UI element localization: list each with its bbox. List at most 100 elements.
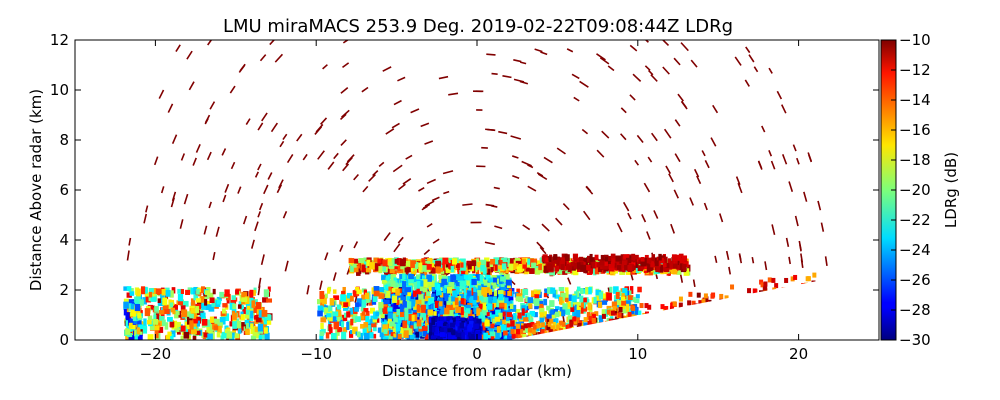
ldr-mark (419, 286, 424, 292)
ldr-mark (369, 332, 374, 339)
ldr-mark (270, 122, 279, 133)
ldr-mark (620, 133, 627, 141)
ldr-mark (768, 150, 773, 157)
ldr-mark (442, 288, 447, 294)
ldr-mark (490, 333, 495, 340)
ldr-mark (689, 197, 694, 206)
ldr-mark (136, 307, 141, 316)
ldr-mark (416, 304, 421, 312)
ldr-mark (536, 241, 545, 250)
ldr-mark (138, 299, 144, 306)
ldr-mark (352, 263, 357, 268)
ldr-mark (410, 267, 417, 275)
ldr-mark (346, 154, 355, 163)
ldr-mark (221, 148, 227, 156)
ldr-mark (792, 144, 797, 152)
ldr-mark (793, 274, 798, 280)
ldr-mark (362, 328, 367, 336)
ldr-mark (382, 289, 387, 295)
ldr-mark (460, 298, 465, 305)
ldr-mark (421, 326, 428, 331)
ldr-mark (363, 289, 367, 295)
ldr-mark (509, 320, 515, 327)
ldr-mark (438, 75, 449, 80)
ldr-mark (807, 152, 813, 162)
ldr-mark (457, 295, 461, 301)
ldr-mark (437, 320, 443, 327)
ldr-mark (525, 303, 530, 311)
ldr-mark (175, 310, 180, 316)
ldr-mark (461, 268, 466, 276)
ldr-mark (296, 133, 303, 142)
ldr-mark (509, 258, 514, 264)
ldr-mark (549, 318, 554, 324)
ldr-mark (527, 297, 534, 304)
ldr-mark (683, 268, 690, 276)
ldr-mark (606, 292, 612, 301)
ldr-mark (564, 254, 570, 262)
ldr-mark (662, 259, 667, 268)
ldr-mark (484, 241, 495, 246)
ldr-mark (679, 263, 686, 271)
ldr-mark (546, 305, 551, 311)
ldr-mark (664, 305, 669, 311)
ldr-mark (402, 301, 407, 309)
ldr-mark (554, 306, 560, 311)
ldr-mark (516, 266, 522, 273)
ldr-mark (242, 215, 248, 225)
ldr-mark (389, 321, 395, 327)
ldr-mark (480, 330, 485, 336)
ldr-mark (585, 299, 590, 305)
ldr-mark (317, 310, 323, 317)
ldr-mark (438, 267, 443, 272)
ldr-mark (574, 291, 578, 300)
ldr-mark (759, 279, 764, 285)
ldr-mark (552, 289, 556, 298)
ldr-mark (594, 261, 599, 268)
ldr-mark (389, 267, 395, 274)
ldr-mark (527, 327, 532, 333)
ldr-mark (390, 274, 396, 283)
ldr-mark (675, 262, 681, 270)
ldr-mark (581, 128, 589, 135)
ldr-mark (349, 307, 354, 315)
ldr-mark (533, 312, 538, 318)
ldr-mark (459, 258, 466, 264)
ldr-mark (486, 330, 491, 335)
ldr-mark (229, 85, 236, 94)
ldr-mark (261, 322, 267, 330)
ldr-mark (423, 328, 429, 335)
ldr-mark (136, 288, 141, 297)
ldr-mark (672, 301, 677, 307)
ldr-mark (158, 89, 165, 99)
ldr-mark (658, 253, 662, 261)
ldr-mark (644, 65, 651, 71)
ldr-mark (558, 311, 564, 317)
ldr-mark (513, 59, 522, 63)
ldr-mark (181, 309, 188, 318)
ldr-mark (264, 332, 270, 340)
ldr-mark (467, 324, 473, 331)
ldr-mark (211, 301, 216, 307)
ldr-mark (263, 318, 267, 325)
ldr-mark (322, 64, 328, 70)
ldr-mark (434, 282, 439, 290)
ldr-mark (505, 316, 510, 322)
ldr-mark (372, 295, 378, 302)
ldr-mark (676, 268, 682, 275)
ldr-mark (658, 264, 664, 273)
ldr-mark (463, 274, 469, 280)
ldr-mark (467, 274, 473, 283)
ldr-mark (664, 256, 668, 263)
ldr-mark (391, 295, 398, 303)
ldr-mark (469, 320, 474, 328)
ldr-mark (640, 256, 645, 264)
ldr-mark (209, 101, 216, 110)
ldr-mark (415, 315, 420, 320)
ldr-mark (153, 314, 157, 322)
ldr-mark (126, 299, 133, 304)
ldr-mark (328, 320, 332, 326)
ldr-mark (679, 258, 685, 265)
ldr-mark (451, 296, 456, 302)
ldr-mark (337, 317, 341, 322)
